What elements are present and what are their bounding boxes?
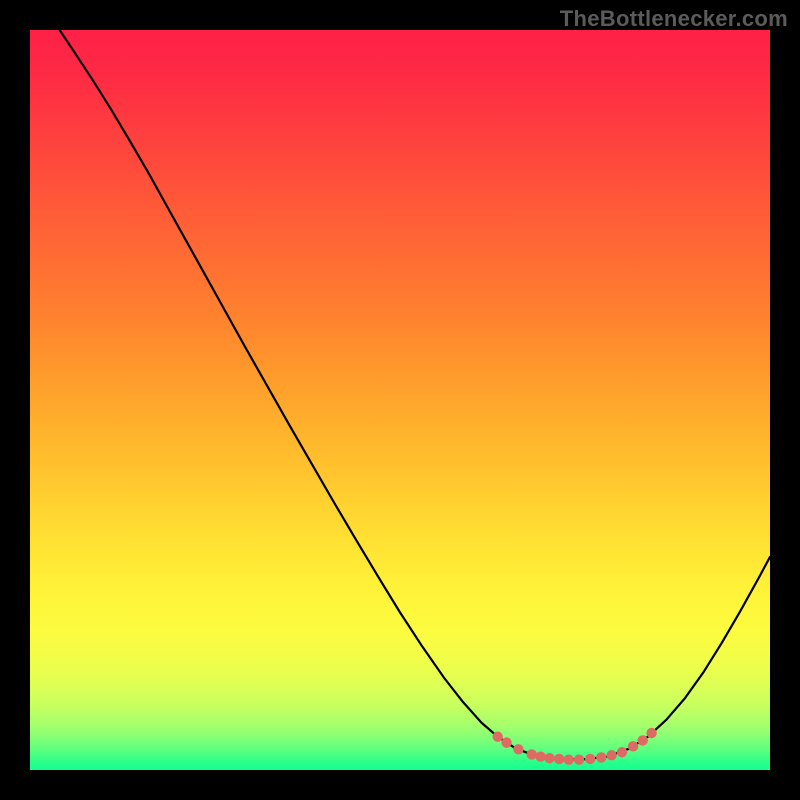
optimal-marker xyxy=(527,749,537,759)
optimal-marker xyxy=(638,735,648,745)
plot-area xyxy=(30,30,770,770)
optimal-marker xyxy=(513,744,523,754)
optimal-marker xyxy=(564,754,574,764)
bottleneck-curve xyxy=(60,30,770,760)
optimal-marker xyxy=(585,754,595,764)
optimal-marker xyxy=(535,751,545,761)
optimal-marker xyxy=(617,747,627,757)
chart-canvas: TheBottlenecker.com xyxy=(0,0,800,800)
watermark-text: TheBottlenecker.com xyxy=(560,6,788,32)
optimal-marker xyxy=(606,750,616,760)
optimal-marker xyxy=(596,752,606,762)
curve-layer xyxy=(30,30,770,770)
optimal-marker xyxy=(628,741,638,751)
optimal-marker xyxy=(544,753,554,763)
optimal-marker xyxy=(574,754,584,764)
optimal-marker xyxy=(646,728,656,738)
optimal-marker xyxy=(492,732,502,742)
optimal-marker xyxy=(554,754,564,764)
optimal-marker xyxy=(501,737,511,747)
